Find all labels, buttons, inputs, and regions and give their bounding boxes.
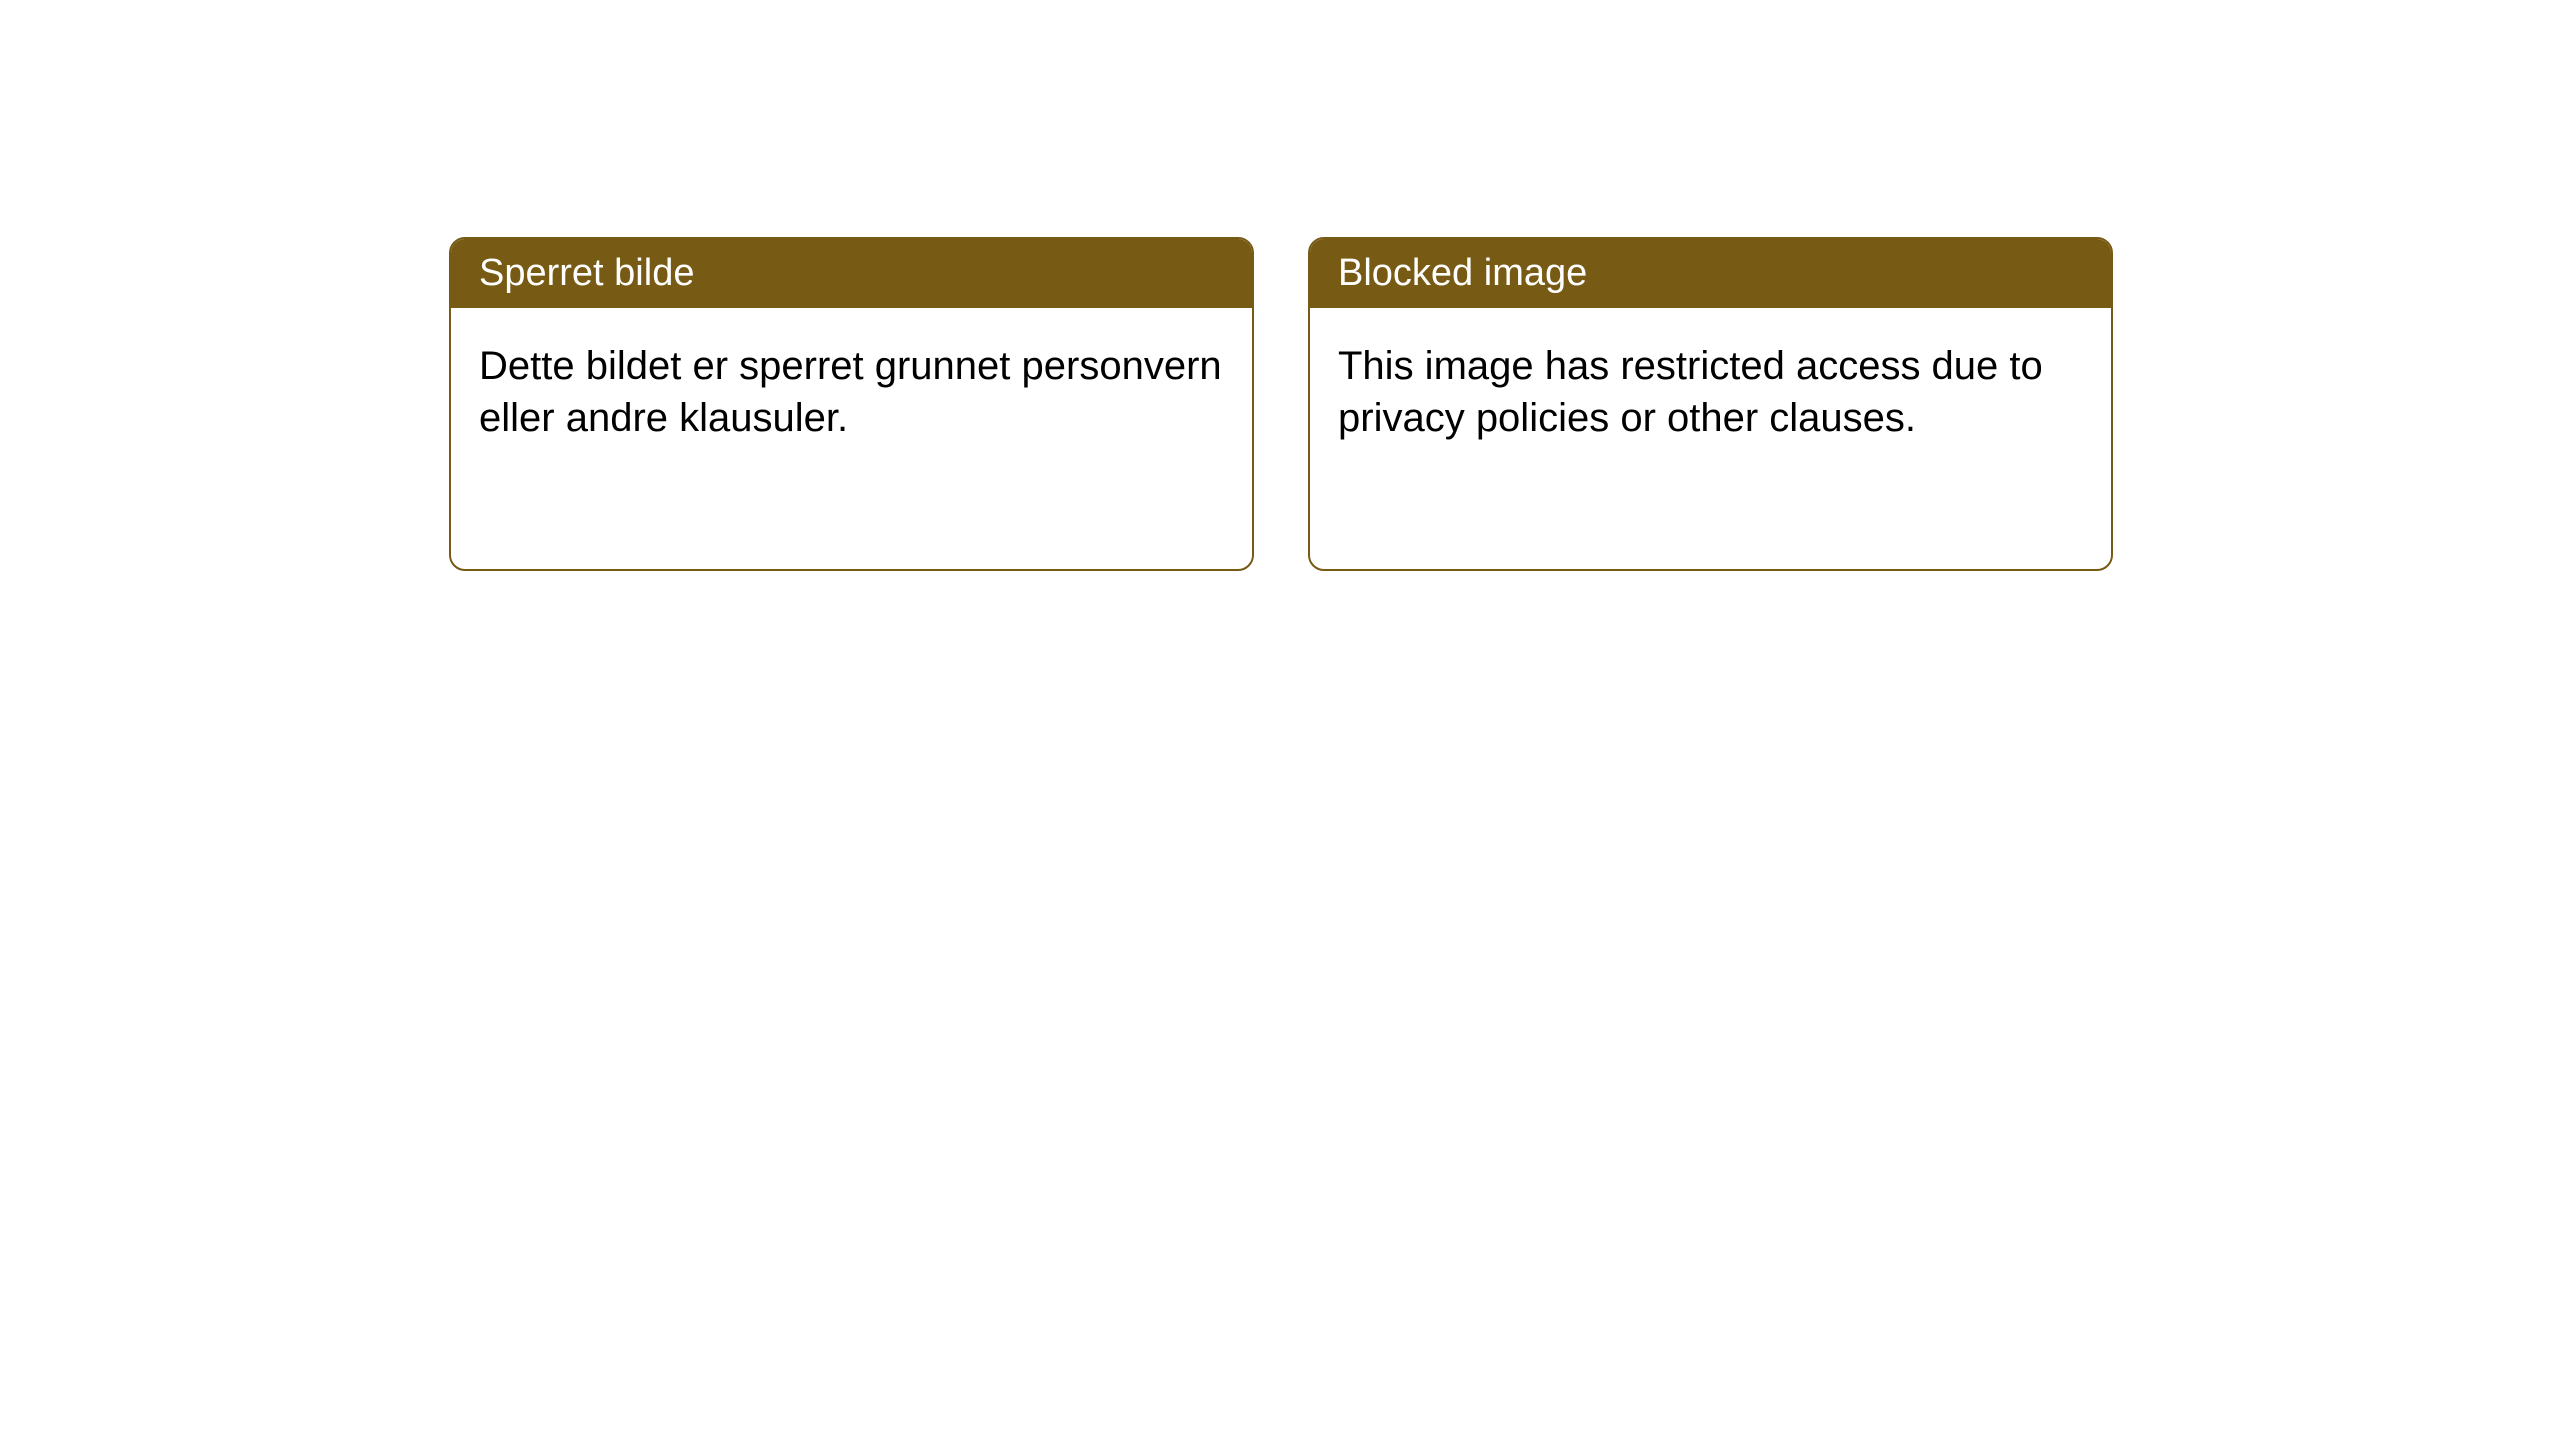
- card-header-norwegian: Sperret bilde: [451, 239, 1252, 308]
- card-title-english: Blocked image: [1338, 252, 1587, 294]
- card-message-english: This image has restricted access due to …: [1338, 344, 2043, 440]
- blocked-image-notice-container: Sperret bilde Dette bildet er sperret gr…: [449, 237, 2113, 571]
- card-header-english: Blocked image: [1310, 239, 2111, 308]
- card-title-norwegian: Sperret bilde: [479, 252, 694, 294]
- blocked-image-card-norwegian: Sperret bilde Dette bildet er sperret gr…: [449, 237, 1254, 571]
- card-message-norwegian: Dette bildet er sperret grunnet personve…: [479, 344, 1222, 440]
- blocked-image-card-english: Blocked image This image has restricted …: [1308, 237, 2113, 571]
- card-body-norwegian: Dette bildet er sperret grunnet personve…: [451, 308, 1252, 569]
- card-body-english: This image has restricted access due to …: [1310, 308, 2111, 569]
